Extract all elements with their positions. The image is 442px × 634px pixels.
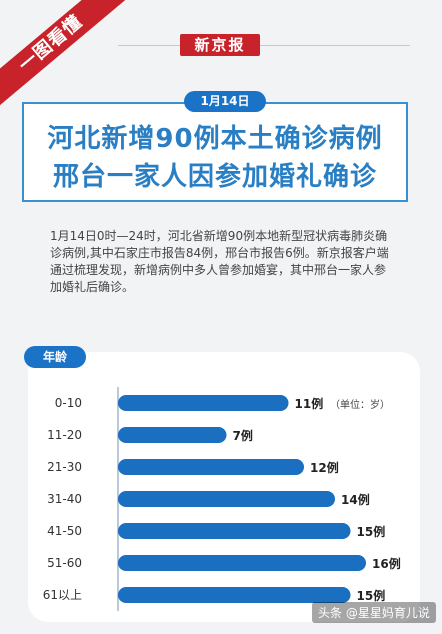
headline-line-1: 河北新增90例本土确诊病例: [47, 124, 383, 154]
category-label: 61以上: [43, 588, 82, 602]
age-axis-label: 年龄: [24, 346, 86, 368]
category-label: 41-50: [47, 524, 82, 538]
category-label: 11-20: [47, 428, 82, 442]
value-label: 12例: [310, 460, 339, 475]
unit-label: （单位：岁）: [330, 400, 390, 411]
bar: [118, 523, 351, 539]
date-badge: 1月14日: [184, 91, 266, 112]
value-label: 15例: [357, 524, 386, 539]
masthead-divider: [118, 45, 410, 46]
value-label: 15例: [357, 588, 386, 603]
category-label: 51-60: [47, 556, 82, 570]
body-paragraph: 1月14日0时—24时，河北省新增90例本地新型冠状病毒肺炎确诊病例,其中石家庄…: [50, 229, 389, 294]
headline-line-2: 邢台一家人因参加婚礼确诊: [52, 162, 377, 192]
bar: [118, 459, 304, 475]
bar: [118, 491, 335, 507]
category-label: 31-40: [47, 492, 82, 506]
value-label: 11例: [295, 396, 324, 411]
value-label: 16例: [372, 556, 401, 571]
bar: [118, 555, 366, 571]
value-label: 14例: [341, 492, 370, 507]
category-label: 21-30: [47, 460, 82, 474]
bar: [118, 427, 227, 443]
masthead-logo: 新京报: [180, 34, 260, 56]
bar: [118, 587, 351, 603]
bar: [118, 395, 289, 411]
value-label: 7例: [233, 428, 253, 443]
headline-box: 河北新增90例本土确诊病例 邢台一家人因参加婚礼确诊: [22, 102, 408, 202]
watermark: 头条 @星星妈育儿说: [312, 602, 436, 623]
category-label: 0-10: [55, 396, 82, 410]
